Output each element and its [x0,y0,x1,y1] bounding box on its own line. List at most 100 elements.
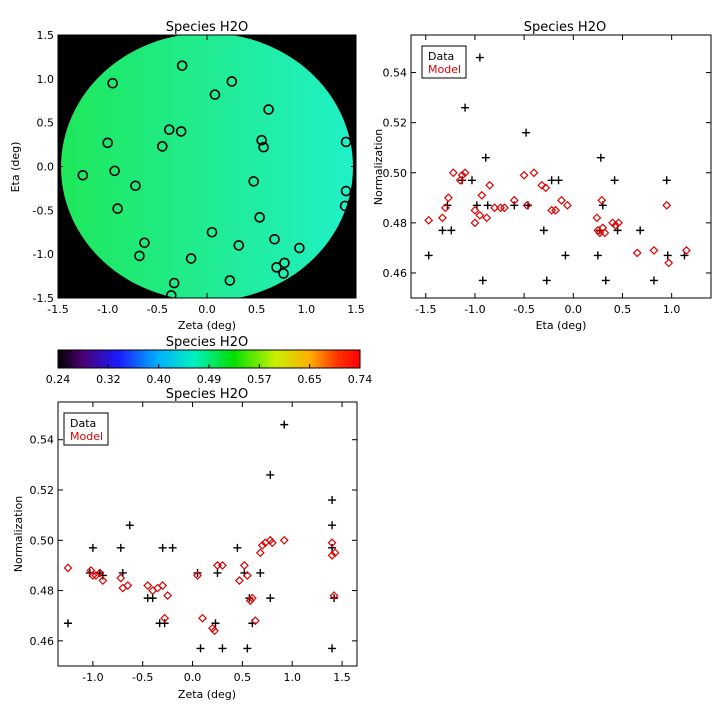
colorbar-ticks: 0.24 0.32 0.40 0.49 0.57 0.65 0.74 [46,364,372,386]
zeta-model-point [250,616,260,626]
map-title: Species H2O [166,20,248,35]
map-xtick-label: 0.5 [248,303,266,316]
eta-data-point [547,176,556,185]
zeta-model-point [193,571,202,580]
zeta-model-point [163,591,173,601]
eta-data-point [447,226,456,235]
eta-data-point [542,276,551,285]
map-ytick-label: -0.5 [33,204,54,217]
map-point-circle [340,185,352,197]
zeta-model-point [88,571,98,580]
eta-data-point [649,276,658,285]
eta-ytick-label: 0.46 [383,267,408,280]
eta-model-point [499,203,509,213]
eta-model-point [547,205,557,215]
eta-data-point [561,251,570,260]
zeta-model-point [279,535,289,545]
eta-xtick-label: -1.0 [464,303,485,316]
eta-model-point [519,170,529,180]
zeta-data-point [158,543,167,552]
map-ytick-label: 1.5 [37,29,55,42]
eta-model-point [460,168,470,178]
eta-frame [410,34,712,299]
eta-points [424,53,691,285]
eta-axes: -1.5 -1.0 -0.5 0.0 0.5 1.0 0.46 0.48 0.50 0.52 0.5… [383,35,711,316]
map-panel: Species H2O -1.5 -1.0 -0.5 0.0 0.5 1.0 1.5-1.5… [9,20,365,332]
zeta-ytick-label: 0.48 [30,585,55,598]
zeta-model-point [329,591,339,601]
map-axes: -1.5 -1.0 -0.5 0.0 0.5 1.0 1.5 -1.5 -1.0 -0.5 0.0 0… [33,29,365,316]
zeta-model-point [247,593,257,603]
zeta-data-point [280,420,289,429]
eta-model-point [424,215,434,225]
eta-ytick-label: 0.52 [383,117,408,130]
eta-data-point [593,251,602,260]
zeta-model-point [330,548,340,558]
map-point-circle [263,104,274,115]
map-point-circle [102,137,113,149]
zeta-ytick-label: 0.50 [30,534,55,547]
eta-xtick-label: -1.5 [415,303,436,316]
zeta-legend-model: Model [70,430,103,443]
eta-xtick-label: 0.0 [565,303,583,316]
zeta-model-point [327,538,337,548]
zeta-data-point [243,644,252,653]
zeta-xlabel: Zeta (deg) [178,688,236,701]
eta-model-point [662,200,672,210]
zeta-model-point [257,540,267,550]
map-ytick-label: 1.0 [37,73,55,86]
eta-data-point [610,176,619,185]
eta-title: Species H2O [524,20,606,35]
zeta-model-point [198,613,207,623]
eta-model-point [664,258,674,268]
eta-data-point [522,128,531,137]
map-point-circle [165,290,177,298]
eta-data-point [467,176,476,185]
eta-legend-model: Model [428,63,461,76]
map-xlabel: Zeta (deg) [178,319,236,332]
map-point-circle [209,89,221,100]
zeta-data-point [116,543,125,552]
map-point-circle [226,76,238,87]
eta-xtick-label: 0.5 [614,303,632,316]
map-point-circle [168,277,180,289]
map-point-circle [340,136,352,148]
eta-model-point [448,168,458,178]
map-point-circle [256,134,267,146]
map-point-circle [139,237,150,249]
zeta-model-point [116,573,126,583]
zeta-data-point [148,594,157,603]
zeta-xtick-label: 0.0 [184,671,202,684]
eta-model-point [600,228,610,238]
eta-model-point [541,183,551,193]
eta-panel: Species H2O -1.5 -1.0 -0.5 0.0 0.5 1.0 0.46 0.4… [372,20,712,332]
zeta-data-point [266,470,275,479]
zeta-legend-box [63,412,109,446]
eta-model-point [477,190,487,200]
colorbar-title: Species H2O [166,335,248,350]
eta-model-point [470,218,480,228]
colorbar: Species H2O 0.24 0.32 0.40 0.49 0.57 0.65 0.74 [46,335,373,386]
eta-ylabel: Normalization [372,129,385,205]
eta-data-point [510,201,519,210]
eta-model-point [496,203,505,213]
zeta-data-point [213,568,222,577]
zeta-xtick-label: 1.0 [283,671,301,684]
map-point-circle [109,165,120,177]
eta-model-point [457,170,467,180]
eta-data-point [539,226,548,235]
map-point-circle [269,233,280,245]
eta-data-point [636,226,645,235]
eta-data-point [481,153,490,162]
zeta-ytick-label: 0.52 [30,484,55,497]
zeta-ytick-label: 0.54 [30,434,55,447]
colorbar-tick-label: 0.65 [297,373,322,386]
zeta-data-point [211,619,220,628]
map-xtick-label: 0.0 [198,303,216,316]
zeta-ytick-label: 0.46 [30,635,55,648]
eta-model-point [632,248,642,258]
eta-data-point [663,251,672,260]
zeta-ylabel: Normalization [12,496,25,572]
eta-legend-data: Data [428,50,454,63]
